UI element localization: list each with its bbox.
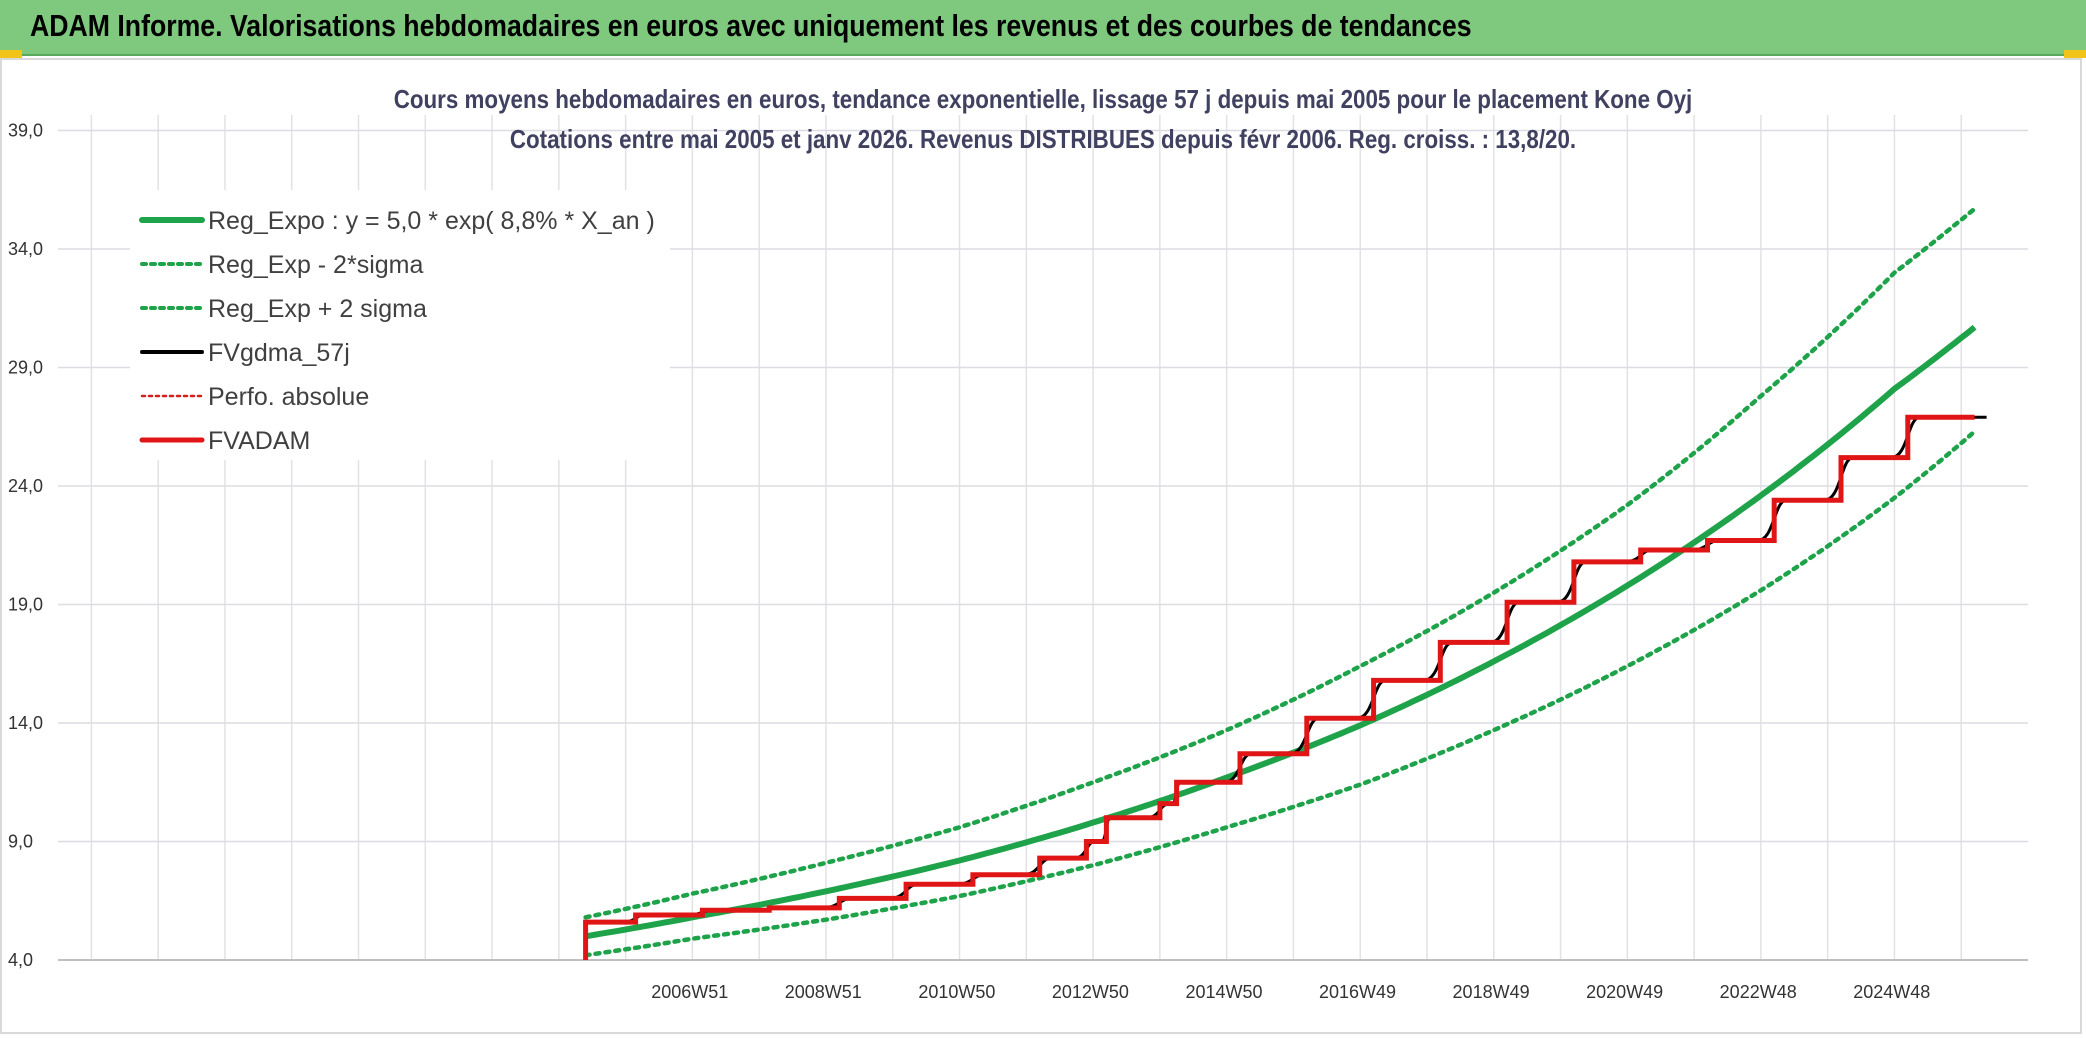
y-tick-label: 39,0 — [8, 121, 43, 141]
report-banner: ADAM Informe. Valorisations hebdomadaire… — [0, 0, 2086, 56]
legend-entry: Reg_Expo : y = 5,0 * exp( 8,8% * X_an ) — [208, 207, 655, 235]
legend-entry: Reg_Exp + 2 sigma — [208, 295, 427, 323]
legend-entry: FVADAM — [208, 427, 310, 455]
legend-entry: Perfo. absolue — [208, 383, 369, 411]
y-tick-label: 29,0 — [8, 358, 43, 378]
chart-series — [583, 206, 1987, 960]
series-line-fvgdma — [585, 415, 1987, 924]
x-tick-label: 2010W50 — [918, 982, 995, 1002]
series-line-0 — [585, 324, 1977, 940]
y-tick-label: 4,0 — [8, 950, 33, 970]
report-title: ADAM Informe. Valorisations hebdomadaire… — [30, 8, 1472, 43]
x-tick-label: 2018W49 — [1453, 982, 1530, 1002]
x-tick-label: 2022W48 — [1720, 982, 1797, 1002]
y-tick-label: 24,0 — [8, 476, 43, 496]
x-tick-label: 2020W49 — [1586, 982, 1663, 1002]
legend-entry: Reg_Exp - 2*sigma — [208, 251, 423, 279]
y-axis-ticks: 4,0 9,0 14,0 19,0 24,0 29,0 34,0 39,0 — [8, 121, 43, 970]
x-axis-ticks: 2006W51 2008W51 2010W50 2012W50 2014W50 2016W… — [651, 982, 1930, 1002]
y-tick-label: 14,0 — [8, 713, 43, 733]
chart-frame — [0, 58, 2082, 1034]
x-tick-label: 2006W51 — [651, 982, 728, 1002]
y-tick-label: 34,0 — [8, 239, 43, 259]
chart-subtitle: Cotations entre mai 2005 et janv 2026. R… — [509, 124, 1577, 154]
series-line-2 — [583, 206, 1977, 920]
x-tick-label: 2012W50 — [1052, 982, 1129, 1002]
banner-corner-right — [2064, 50, 2086, 58]
legend-entry: FVgdma_57j — [208, 339, 350, 367]
banner-corner-left — [0, 50, 22, 58]
x-tick-label: 2014W50 — [1185, 982, 1262, 1002]
x-tick-label: 2016W49 — [1319, 982, 1396, 1002]
series-line-fvadam — [583, 414, 1975, 960]
series-line-1 — [583, 429, 1977, 958]
x-tick-label: 2008W51 — [785, 982, 862, 1002]
y-tick-label: 9,0 — [8, 832, 33, 852]
x-tick-label: 2024W48 — [1853, 982, 1930, 1002]
chart-title: Cours moyens hebdomadaires en euros, ten… — [393, 84, 1693, 114]
y-tick-label: 19,0 — [8, 595, 43, 615]
legend-background — [130, 190, 670, 460]
chart-legend: Reg_Expo : y = 5,0 * exp( 8,8% * X_an ) R… — [130, 190, 670, 460]
